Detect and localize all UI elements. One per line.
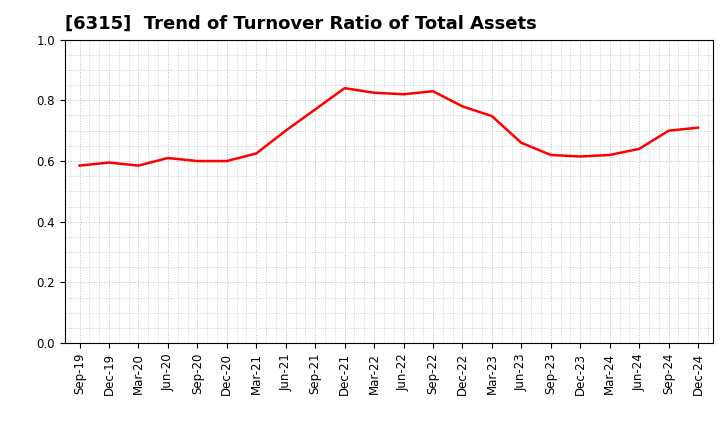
Text: [6315]  Trend of Turnover Ratio of Total Assets: [6315] Trend of Turnover Ratio of Total … (65, 15, 536, 33)
